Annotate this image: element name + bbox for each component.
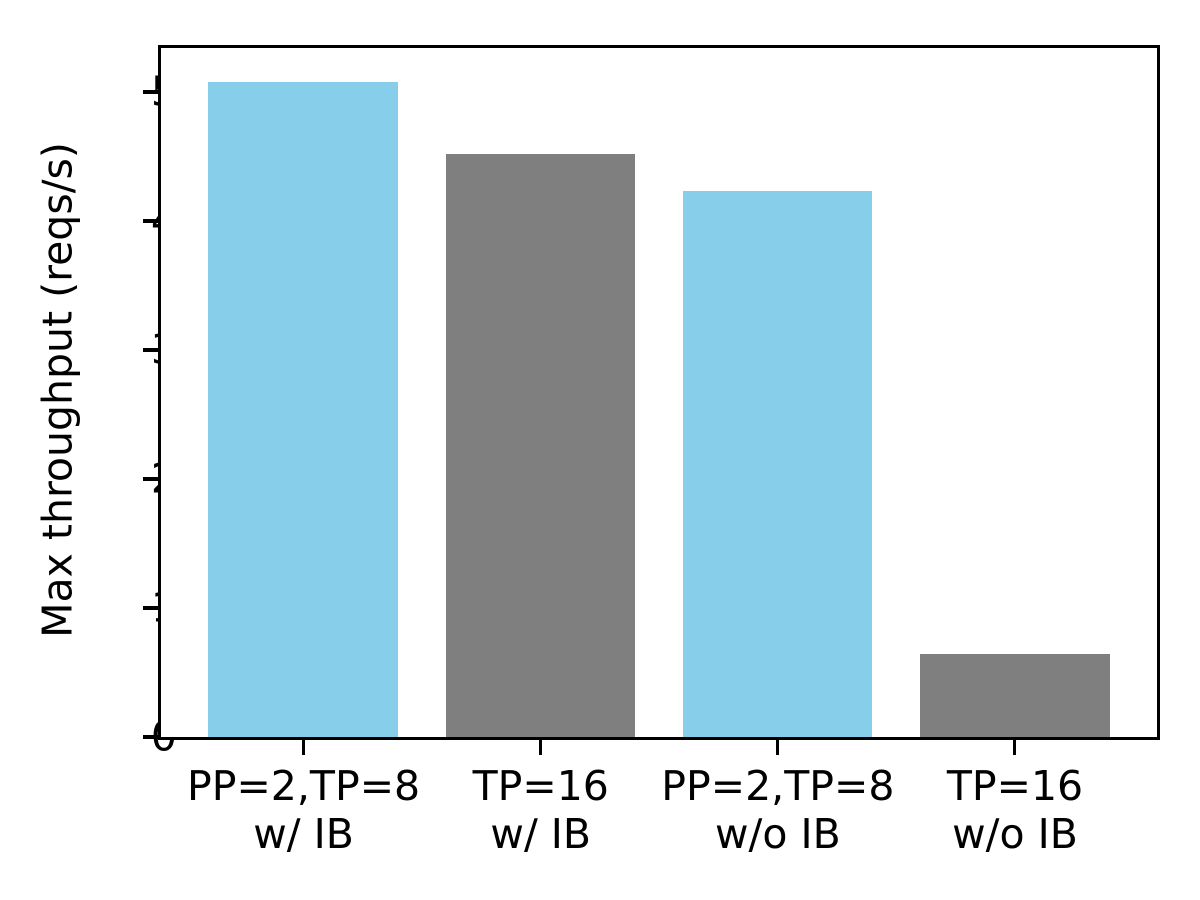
bar-2: [682, 191, 873, 737]
x-tick-label-2: PP=2,TP=8 w/o IB: [661, 762, 895, 858]
y-tick-5: [142, 90, 158, 94]
x-tick-0: [301, 740, 305, 756]
x-tick-label-1: TP=16 w/ IB: [472, 762, 609, 858]
bar-1: [445, 153, 636, 737]
y-tick-0: [142, 735, 158, 739]
bar-3: [919, 654, 1110, 737]
x-tick-1: [538, 740, 543, 756]
x-tick-label-0: PP=2,TP=8 w/ IB: [187, 762, 421, 858]
x-tick-label-3: TP=16 w/o IB: [946, 762, 1084, 858]
y-tick-1: [142, 606, 158, 610]
bar-0: [208, 81, 399, 737]
y-tick-2: [142, 477, 158, 481]
plot-area: [142, 45, 1160, 756]
y-axis-label: Max throughput (reqs/s): [33, 142, 82, 638]
y-tick-3: [142, 348, 158, 352]
x-tick-2: [775, 740, 780, 756]
y-tick-4: [142, 219, 158, 223]
x-tick-3: [1013, 740, 1017, 756]
